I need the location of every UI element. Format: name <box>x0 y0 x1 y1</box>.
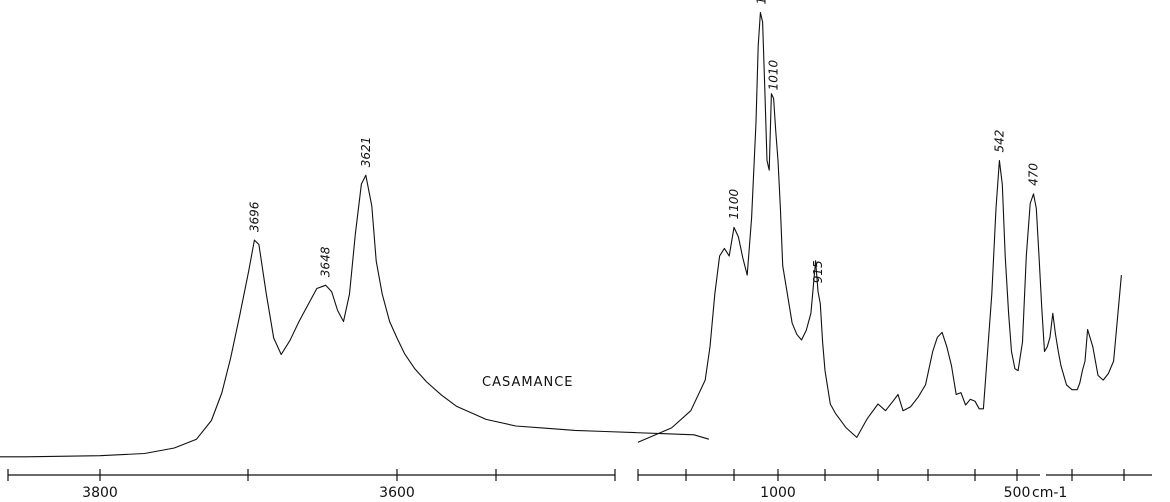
spectrum-line-0 <box>0 174 710 458</box>
peak-label-3648: 3648 <box>319 246 333 277</box>
sample-label: CASAMANCE <box>482 375 573 390</box>
tick-label-3600: 3600 <box>379 485 415 501</box>
tick-label-1000: 1000 <box>760 485 796 501</box>
peak-label-470: 470 <box>1027 163 1041 186</box>
peak-labels-0: 3696 3648 3621 <box>247 137 372 278</box>
peak-label-1138: 1138 <box>754 0 768 5</box>
peak-label-542: 542 <box>992 130 1006 153</box>
peak-label-3696: 3696 <box>247 201 261 232</box>
peak-labels-1: 1100 1138 1010 915 542 470 <box>727 0 1041 283</box>
spectrum-line-1 <box>637 11 1122 443</box>
tick-label-3800: 3800 <box>82 485 118 501</box>
tick-label-500: 500 <box>1004 485 1031 501</box>
peak-label-1010: 1010 <box>767 59 781 90</box>
peak-label-1100: 1100 <box>727 188 741 219</box>
x-unit-label: cm-1 <box>1032 485 1067 501</box>
x-ticks-1 <box>637 469 1125 481</box>
x-ticks-0 <box>7 469 616 481</box>
high-frequency-panel: 3800 3600 3696 3648 3621 CASAMANCE <box>0 137 710 501</box>
peak-label-915: 915 <box>811 260 825 283</box>
peak-label-3621: 3621 <box>359 137 373 168</box>
low-frequency-panel: 1000 500 cm-1 1100 1138 1010 915 542 470 <box>637 0 1152 501</box>
